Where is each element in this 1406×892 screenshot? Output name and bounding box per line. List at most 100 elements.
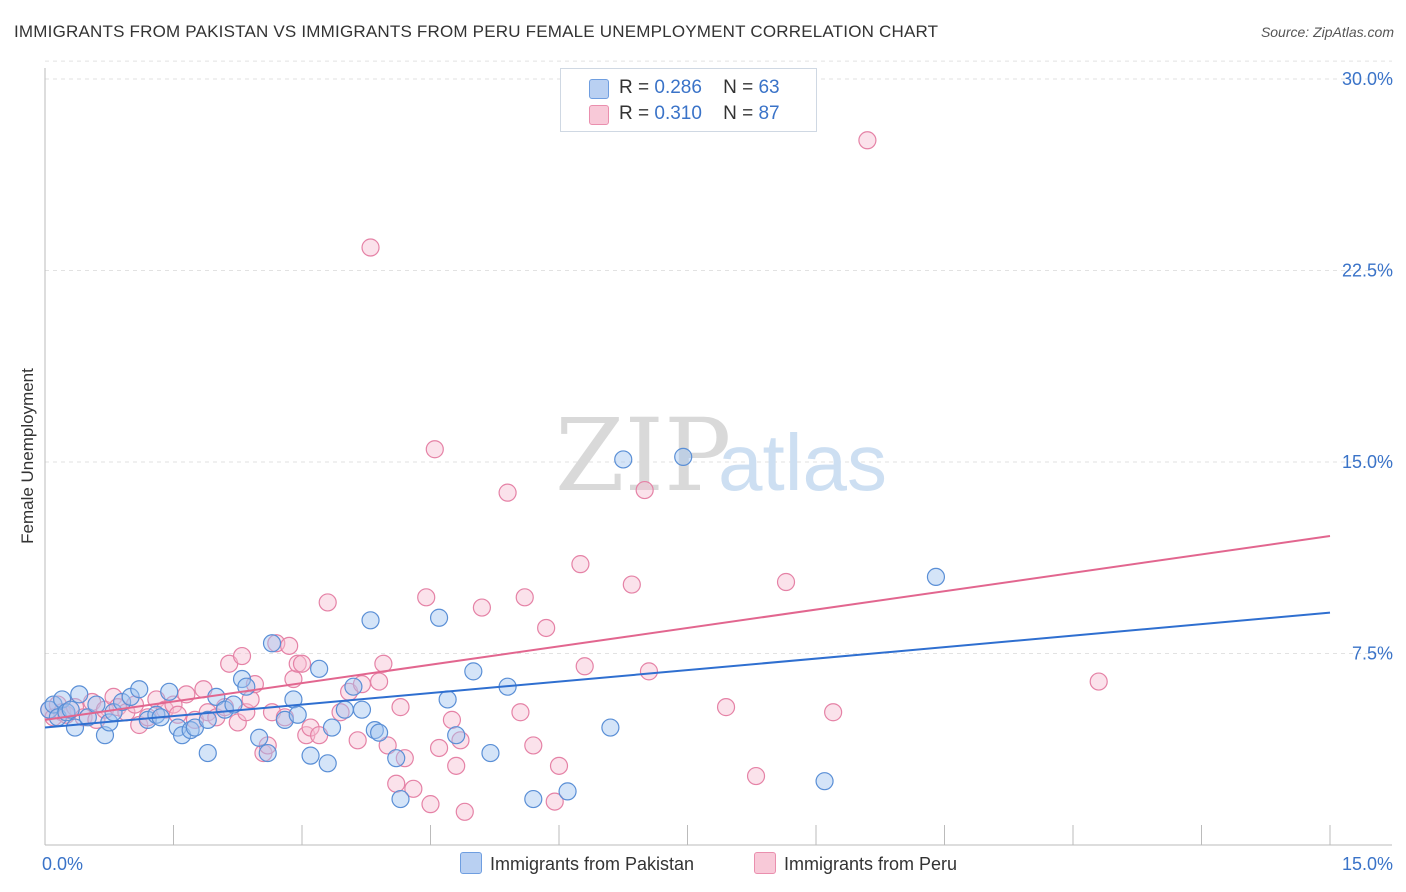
pakistan-point xyxy=(601,718,620,737)
pakistan-point xyxy=(310,659,329,678)
grid-lines xyxy=(45,60,1392,654)
pakistan-point xyxy=(352,700,372,719)
pakistan-point xyxy=(215,700,234,719)
pakistan-point xyxy=(322,718,342,737)
tick-labels: 7.5% 15.0% 22.5% 30.0% 0.0% 15.0% xyxy=(42,69,1393,874)
y-tick-label: 15.0% xyxy=(1342,452,1393,472)
pakistan-point xyxy=(87,695,106,714)
x-tick-label: 15.0% xyxy=(1342,854,1393,874)
watermark: ZIP atlas xyxy=(555,397,887,514)
pakistan-point xyxy=(198,743,217,763)
peru-point xyxy=(455,802,474,821)
peru-point xyxy=(387,774,406,793)
pakistan-point xyxy=(65,718,85,737)
peru-point xyxy=(378,736,397,755)
n-label: N = xyxy=(723,103,754,124)
watermark-zip: ZIP xyxy=(555,397,731,514)
n-value: 63 xyxy=(758,77,780,98)
peru-point xyxy=(549,756,569,775)
peru-point xyxy=(318,593,337,612)
pakistan-point xyxy=(361,611,380,630)
pakistan-swatch xyxy=(589,79,609,99)
pakistan-point xyxy=(524,789,543,809)
r-label: R = xyxy=(619,103,650,124)
peru-point xyxy=(288,654,307,673)
peru-point xyxy=(361,238,380,257)
series-pakistan-points xyxy=(40,447,946,809)
pakistan-point xyxy=(614,450,633,469)
peru-point xyxy=(447,756,466,775)
r-label: R = xyxy=(619,77,650,98)
peru-point xyxy=(716,698,736,717)
peru-point xyxy=(858,131,877,150)
peru-point xyxy=(429,738,449,758)
peru-point xyxy=(824,703,843,722)
peru-point xyxy=(571,555,590,574)
peru-point xyxy=(639,662,659,681)
y-tick-label: 30.0% xyxy=(1342,69,1393,89)
peru-point xyxy=(417,588,436,607)
peru-swatch xyxy=(589,105,609,125)
peru-point xyxy=(622,575,641,594)
peru-point xyxy=(498,483,517,502)
peru-point xyxy=(635,480,654,500)
pakistan-point xyxy=(224,695,243,714)
peru-point xyxy=(404,779,423,798)
stats-legend: R = 0.286 N = 63 R = 0.310 N = 87 xyxy=(560,68,817,132)
peru-point xyxy=(746,766,766,786)
pakistan-point xyxy=(370,723,389,742)
legend-item-pakistan[interactable]: Immigrants from Pakistan xyxy=(460,852,694,875)
n-value: 87 xyxy=(758,103,780,124)
pakistan-trend-line xyxy=(44,611,1331,729)
peru-point xyxy=(442,710,462,729)
pakistan-point xyxy=(70,685,89,704)
pakistan-point xyxy=(429,608,449,627)
pakistan-point xyxy=(344,677,363,696)
trend-lines xyxy=(44,535,1331,729)
pakistan-point xyxy=(250,728,269,747)
peru-point xyxy=(421,795,440,814)
pakistan-point xyxy=(391,789,410,809)
peru-point xyxy=(232,646,252,666)
x-tick-label: 0.0% xyxy=(42,854,83,874)
n-label: N = xyxy=(723,77,754,98)
peru-point xyxy=(511,703,530,722)
peru-point xyxy=(575,657,594,676)
peru-point xyxy=(776,572,796,592)
pakistan-point xyxy=(130,680,149,699)
peru-trend-line xyxy=(44,535,1331,721)
peru-point xyxy=(280,636,299,655)
pakistan-point xyxy=(558,782,577,801)
pakistan-point xyxy=(258,743,277,763)
pakistan-point xyxy=(926,567,946,587)
peru-point xyxy=(545,792,564,811)
pakistan-legend-swatch xyxy=(460,852,482,874)
legend-item-peru[interactable]: Immigrants from Peru xyxy=(754,852,957,875)
watermark-atlas: atlas xyxy=(718,418,887,507)
r-value: 0.286 xyxy=(654,77,702,98)
pakistan-point xyxy=(674,447,693,466)
peru-point xyxy=(472,598,491,617)
pakistan-point xyxy=(318,754,337,773)
pakistan-point xyxy=(464,662,483,681)
pakistan-point xyxy=(61,700,80,719)
r-value: 0.310 xyxy=(654,103,702,124)
pakistan-point xyxy=(481,743,500,763)
pakistan-point xyxy=(198,710,217,729)
peru-point xyxy=(391,698,410,717)
peru-point xyxy=(537,618,556,638)
y-tick-label: 22.5% xyxy=(1342,261,1393,281)
peru-point xyxy=(348,731,367,750)
peru-point xyxy=(425,440,444,459)
pakistan-point xyxy=(301,746,320,765)
peru-point xyxy=(524,736,543,755)
chart-title: IMMIGRANTS FROM PAKISTAN VS IMMIGRANTS F… xyxy=(14,22,939,41)
pakistan-point xyxy=(160,682,179,701)
source-label: Source: ZipAtlas.com xyxy=(1260,24,1394,40)
pakistan-point xyxy=(288,705,307,724)
peru-point xyxy=(1089,672,1108,691)
peru-point xyxy=(292,654,312,673)
legend-label-pakistan: Immigrants from Pakistan xyxy=(490,854,695,874)
peru-point xyxy=(370,672,389,691)
